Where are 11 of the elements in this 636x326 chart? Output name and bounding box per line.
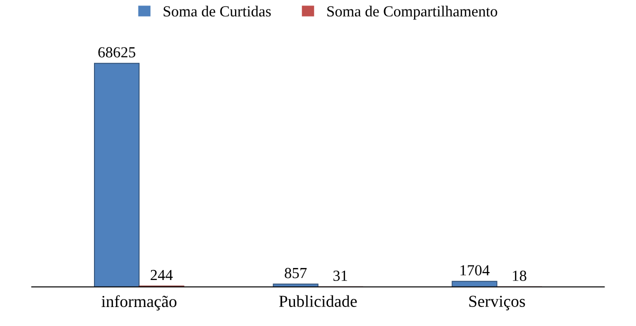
- data-label: 857: [284, 268, 307, 278]
- legend-label: Soma de Curtidas: [164, 6, 271, 17]
- data-label: 1704: [460, 265, 490, 276]
- x-tick-label: Serviços: [469, 296, 525, 310]
- data-label: 18: [512, 270, 526, 281]
- data-label: 68625: [98, 47, 136, 58]
- x-tick-label: Publicidade: [279, 295, 357, 307]
- legend-label: Soma de Compartilhamento: [327, 6, 498, 20]
- x-tick-label: informação: [102, 295, 176, 310]
- data-label: 31: [333, 270, 348, 281]
- data-label: 244: [150, 270, 173, 280]
